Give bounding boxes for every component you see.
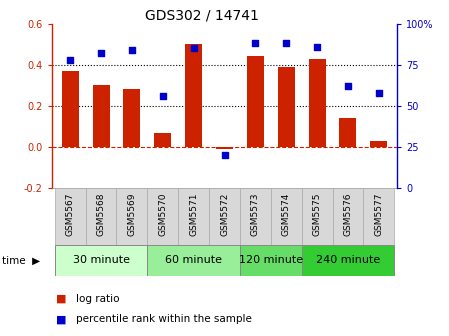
Bar [154,133,171,147]
Bar [370,141,387,147]
Point [221,153,228,158]
Point [375,90,383,95]
Bar [302,188,333,245]
Text: 240 minute: 240 minute [316,255,380,265]
Text: GSM5577: GSM5577 [374,193,383,236]
Text: GSM5574: GSM5574 [282,193,291,236]
Point [283,41,290,46]
Bar [147,188,178,245]
Bar [123,89,141,147]
Point [344,83,352,89]
Bar [339,118,357,147]
Bar [209,188,240,245]
Bar [216,147,233,149]
Bar [308,58,326,147]
Text: GDS302 / 14741: GDS302 / 14741 [145,8,259,23]
Text: time  ▶: time ▶ [2,255,40,265]
Bar [116,188,147,245]
Text: GSM5575: GSM5575 [313,193,321,236]
Text: 60 minute: 60 minute [165,255,222,265]
Point [190,46,197,51]
Point [252,41,259,46]
Text: GSM5570: GSM5570 [158,193,167,236]
Bar [178,188,209,245]
Text: 120 minute: 120 minute [239,255,303,265]
Bar [278,67,295,147]
Text: GSM5567: GSM5567 [66,193,75,236]
Text: GSM5571: GSM5571 [189,193,198,236]
Bar [62,71,79,147]
Text: ■: ■ [56,314,66,324]
Bar [271,188,302,245]
Text: GSM5576: GSM5576 [343,193,352,236]
Point [159,93,166,99]
Bar [55,245,147,276]
Bar [333,188,363,245]
Bar [247,56,264,147]
Point [66,57,74,62]
Point [128,47,136,52]
Bar [86,188,116,245]
Text: log ratio: log ratio [76,294,120,304]
Bar [302,245,394,276]
Bar [185,44,202,147]
Text: 30 minute: 30 minute [73,255,129,265]
Text: GSM5569: GSM5569 [128,193,136,236]
Bar [55,188,86,245]
Text: ■: ■ [56,294,66,304]
Bar [147,245,240,276]
Bar [240,188,271,245]
Text: GSM5568: GSM5568 [97,193,106,236]
Point [313,44,321,49]
Text: GSM5572: GSM5572 [220,193,229,236]
Point [97,50,105,56]
Bar [92,85,110,147]
Bar [363,188,394,245]
Text: percentile rank within the sample: percentile rank within the sample [76,314,252,324]
Bar [240,245,302,276]
Text: GSM5573: GSM5573 [251,193,260,236]
